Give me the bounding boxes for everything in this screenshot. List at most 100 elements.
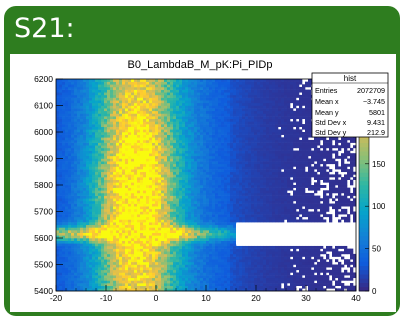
heatmap-cell — [233, 208, 237, 212]
heatmap-cell — [149, 108, 153, 112]
heatmap-cell — [158, 206, 162, 210]
heatmap-cell — [62, 251, 66, 255]
heatmap-cell — [143, 132, 147, 135]
heatmap-cell — [125, 161, 129, 165]
heatmap-cell — [68, 100, 72, 104]
heatmap-cell — [236, 198, 240, 202]
heatmap-cell — [215, 118, 219, 122]
heatmap-cell — [161, 285, 165, 289]
heatmap-cell — [101, 277, 105, 281]
heatmap-cell — [197, 195, 201, 199]
heatmap-cell — [236, 251, 240, 255]
heatmap-cell — [179, 214, 183, 218]
heatmap-cell — [74, 177, 78, 180]
heatmap-cell — [116, 248, 120, 252]
heatmap-cell — [203, 166, 207, 170]
heatmap-cell — [212, 238, 216, 241]
heatmap-cell — [101, 163, 105, 167]
heatmap-cell — [224, 230, 228, 233]
heatmap-cell — [143, 97, 147, 101]
heatmap-cell — [179, 86, 183, 90]
heatmap-cell — [206, 174, 210, 178]
heatmap-cell — [209, 97, 213, 101]
heatmap-cell — [140, 256, 144, 260]
heatmap-cell — [200, 177, 204, 180]
heatmap-cell — [173, 89, 177, 93]
heatmap-cell — [143, 113, 147, 117]
heatmap-cell — [146, 232, 150, 236]
heatmap-cell — [56, 81, 60, 85]
heatmap-cell — [227, 182, 231, 186]
heatmap-cell — [149, 198, 153, 202]
heatmap-cell — [74, 116, 78, 120]
heatmap-cell — [113, 235, 117, 239]
heatmap-cell — [89, 232, 93, 236]
heatmap-cell — [92, 147, 96, 151]
heatmap-cell — [119, 214, 123, 218]
heatmap-cell — [68, 208, 72, 212]
heatmap-cell — [56, 275, 60, 279]
heatmap-cell — [179, 206, 183, 210]
heatmap-cell — [149, 155, 153, 159]
heatmap-cell — [158, 97, 162, 101]
heatmap-cell — [221, 248, 225, 252]
heatmap-cell — [221, 261, 225, 265]
heatmap-cell — [224, 240, 228, 244]
heatmap-cell — [128, 253, 132, 257]
heatmap-cell — [92, 206, 96, 210]
heatmap-cell — [209, 277, 213, 281]
heatmap-cell — [230, 248, 234, 252]
heatmap-cell — [161, 137, 165, 141]
heatmap-cell — [167, 161, 171, 165]
heatmap-cell — [137, 240, 141, 244]
heatmap-cell — [116, 219, 120, 223]
heatmap-cell — [101, 230, 105, 233]
heatmap-cell — [221, 108, 225, 112]
heatmap-cell — [116, 174, 120, 178]
heatmap-cell — [65, 192, 69, 196]
heatmap-cell — [131, 179, 135, 183]
heatmap-cell — [218, 272, 222, 276]
heatmap-cell — [59, 269, 63, 273]
heatmap-cell — [221, 232, 225, 236]
heatmap-cell — [209, 89, 213, 93]
heatmap-cell — [131, 245, 135, 249]
heatmap-cell — [161, 251, 165, 255]
heatmap-cell — [188, 245, 192, 249]
heatmap-cell — [161, 110, 165, 114]
heatmap-cell — [104, 198, 108, 202]
heatmap-cell — [77, 92, 81, 96]
heatmap-cell — [137, 211, 141, 215]
heatmap-cell — [116, 81, 120, 85]
heatmap-cell — [200, 214, 204, 218]
heatmap-cell — [188, 166, 192, 170]
heatmap-cell — [230, 174, 234, 178]
heatmap-cell — [155, 203, 159, 207]
heatmap-cell — [149, 113, 153, 117]
heatmap-cell — [155, 86, 159, 90]
heatmap-cell — [194, 100, 198, 104]
heatmap-cell — [107, 222, 111, 226]
heatmap-cell — [74, 102, 78, 106]
heatmap-cell — [212, 92, 216, 96]
heatmap-cell — [98, 214, 102, 218]
heatmap-cell — [191, 110, 195, 114]
heatmap-cell — [77, 224, 81, 228]
heatmap-cell — [233, 81, 237, 85]
heatmap-cell — [170, 92, 174, 96]
heatmap-cell — [119, 169, 123, 173]
heatmap-cell — [125, 118, 129, 122]
heatmap-cell — [170, 235, 174, 239]
heatmap-cell — [95, 232, 99, 236]
heatmap-cell — [98, 97, 102, 101]
heatmap-cell — [92, 190, 96, 194]
heatmap-cell — [122, 192, 126, 196]
heatmap-cell — [185, 261, 189, 265]
heatmap-cell — [131, 198, 135, 202]
heatmap-cell — [176, 81, 180, 85]
heatmap-cell — [104, 139, 108, 143]
heatmap-cell — [173, 190, 177, 194]
heatmap-cell — [128, 132, 132, 135]
heatmap-cell — [230, 86, 234, 90]
heatmap-cell — [164, 251, 168, 255]
